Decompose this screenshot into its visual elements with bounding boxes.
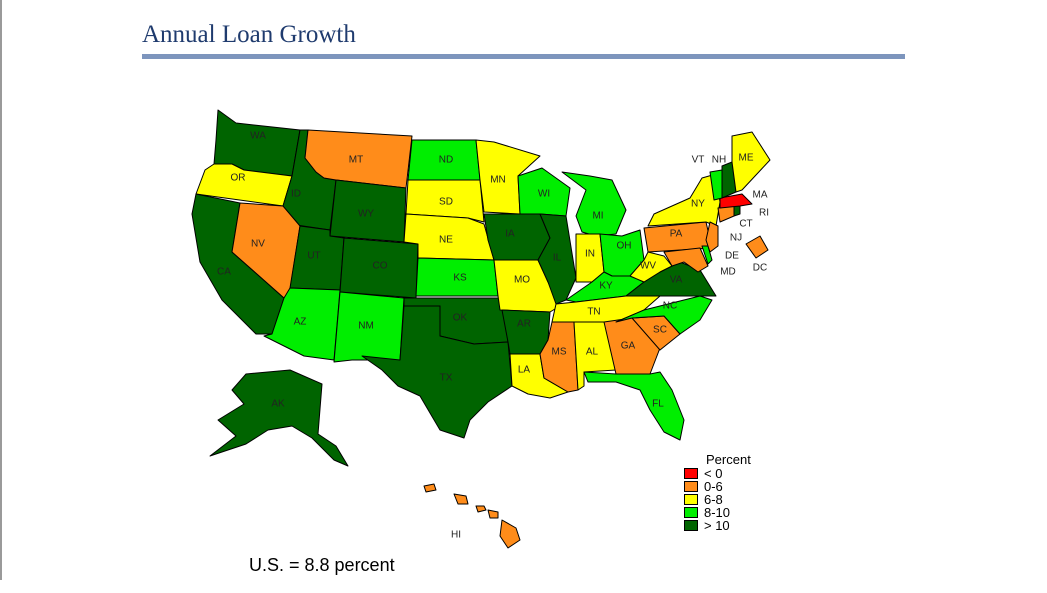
legend-swatch bbox=[684, 507, 698, 518]
label-NJ: NJ bbox=[730, 233, 742, 244]
label-NE: NE bbox=[439, 235, 453, 246]
label-SC: SC bbox=[653, 325, 667, 336]
label-NV: NV bbox=[251, 239, 265, 250]
us-average-note: U.S. = 8.8 percent bbox=[249, 555, 395, 575]
label-NM: NM bbox=[358, 321, 374, 332]
state-WV bbox=[629, 251, 673, 283]
legend-swatch bbox=[684, 481, 698, 492]
label-ME: ME bbox=[739, 153, 754, 164]
state-DC bbox=[745, 235, 769, 259]
label-AZ: AZ bbox=[294, 317, 307, 328]
label-SD: SD bbox=[439, 197, 453, 208]
state-HI bbox=[423, 483, 521, 549]
state-IA bbox=[483, 213, 551, 261]
label-WY: WY bbox=[358, 209, 374, 220]
legend-label: > 10 bbox=[704, 518, 730, 533]
label-MO: MO bbox=[514, 275, 530, 286]
legend-title: Percent bbox=[706, 452, 751, 467]
label-IN: IN bbox=[585, 249, 595, 260]
state-SD bbox=[405, 179, 485, 223]
label-AR: AR bbox=[517, 319, 531, 330]
state-DE bbox=[701, 245, 713, 265]
label-HI: HI bbox=[451, 530, 461, 541]
label-PA: PA bbox=[670, 229, 683, 240]
legend: Percent < 0 0-6 6-8 8-10 > 10 bbox=[684, 452, 751, 533]
label-LA: LA bbox=[518, 365, 531, 376]
label-IA: IA bbox=[505, 229, 515, 240]
state-RI bbox=[733, 205, 741, 217]
label-WA: WA bbox=[250, 131, 266, 142]
state-NJ bbox=[705, 221, 719, 253]
state-MA bbox=[719, 193, 753, 209]
label-GA: GA bbox=[621, 341, 636, 352]
label-CO: CO bbox=[373, 261, 388, 272]
label-MD: MD bbox=[720, 267, 736, 278]
legend-label: 0-6 bbox=[704, 479, 723, 494]
label-TX: TX bbox=[440, 373, 453, 384]
label-CT: CT bbox=[739, 219, 752, 230]
state-FL bbox=[583, 371, 685, 441]
label-ID: ID bbox=[291, 189, 301, 200]
label-WV: WV bbox=[640, 261, 656, 272]
legend-item: < 0 bbox=[684, 466, 751, 481]
legend-label: 6-8 bbox=[704, 492, 723, 507]
label-MN: MN bbox=[490, 175, 506, 186]
state-NY bbox=[647, 173, 721, 227]
label-UT: UT bbox=[307, 251, 320, 262]
state-MI bbox=[561, 171, 627, 237]
state-NC bbox=[615, 295, 713, 335]
label-VT: VT bbox=[692, 155, 705, 166]
label-TN: TN bbox=[587, 307, 600, 318]
legend-swatch bbox=[684, 468, 698, 479]
label-OR: OR bbox=[231, 173, 246, 184]
label-DC: DC bbox=[753, 263, 767, 274]
page-title: Annual Loan Growth bbox=[142, 21, 356, 48]
legend-label: < 0 bbox=[704, 466, 723, 481]
label-MS: MS bbox=[552, 347, 567, 358]
left-border bbox=[0, 0, 2, 580]
legend-swatch bbox=[684, 520, 698, 531]
state-AR bbox=[501, 309, 551, 355]
label-KY: KY bbox=[599, 281, 613, 292]
legend-label: 8-10 bbox=[704, 505, 731, 520]
label-OH: OH bbox=[617, 241, 632, 252]
label-NY: NY bbox=[691, 199, 705, 210]
state-MT bbox=[304, 129, 413, 189]
label-KS: KS bbox=[453, 273, 467, 284]
state-AK bbox=[209, 369, 349, 467]
label-FL: FL bbox=[652, 399, 664, 410]
label-RI: RI bbox=[759, 208, 769, 219]
legend-item: 8-10 bbox=[684, 505, 751, 520]
label-AL: AL bbox=[586, 347, 599, 358]
label-ND: ND bbox=[439, 155, 453, 166]
title-underline bbox=[142, 54, 905, 59]
state-MD bbox=[663, 247, 709, 273]
label-AK: AK bbox=[271, 399, 285, 410]
label-OK: OK bbox=[453, 313, 468, 324]
legend-item: 6-8 bbox=[684, 492, 751, 507]
label-MI: MI bbox=[592, 211, 603, 222]
state-ME bbox=[731, 131, 771, 193]
label-NH: NH bbox=[712, 155, 726, 166]
legend-item: 0-6 bbox=[684, 479, 751, 494]
label-IL: IL bbox=[553, 253, 562, 264]
legend-item: > 10 bbox=[684, 518, 751, 533]
legend-swatch bbox=[684, 494, 698, 505]
state-TX bbox=[361, 305, 513, 439]
label-VA: VA bbox=[670, 275, 683, 286]
label-DE: DE bbox=[725, 251, 739, 262]
label-WI: WI bbox=[538, 189, 550, 200]
label-CA: CA bbox=[217, 267, 231, 278]
label-MT: MT bbox=[349, 155, 363, 166]
label-MA: MA bbox=[753, 190, 768, 201]
label-NC: NC bbox=[663, 301, 677, 312]
